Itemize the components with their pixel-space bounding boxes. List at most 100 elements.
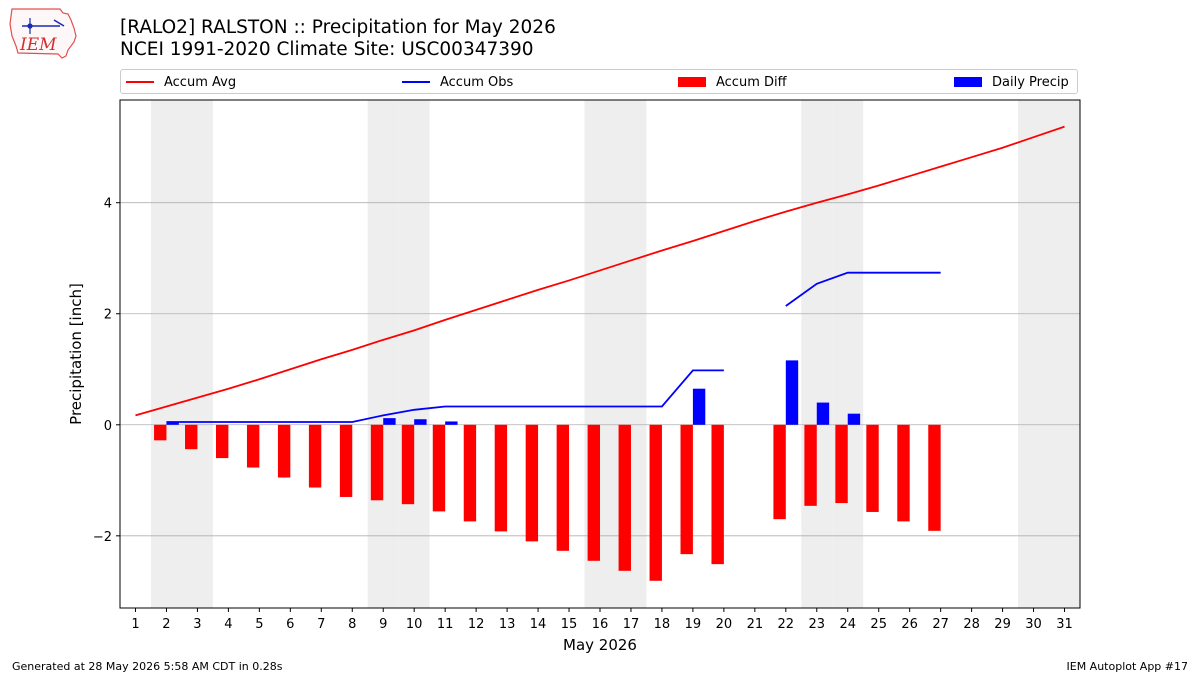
x-tick-label: 27 xyxy=(932,617,949,632)
x-tick-label: 16 xyxy=(592,617,609,632)
accum-diff-bar xyxy=(773,424,786,520)
accum-diff-bar xyxy=(308,424,322,488)
daily-precip-bar xyxy=(785,360,799,425)
y-tick-label: −2 xyxy=(93,530,112,545)
legend-item-accum-avg: Accum Avg xyxy=(126,74,236,90)
accum-diff-bar xyxy=(463,424,477,522)
accum-diff-bar xyxy=(897,424,910,522)
chart-title: [RALO2] RALSTON :: Precipitation for May… xyxy=(120,17,556,61)
y-axis-label: Precipitation [inch] xyxy=(67,283,85,425)
legend-label-accum-diff: Accum Diff xyxy=(716,74,787,90)
weekend-band xyxy=(832,100,864,608)
x-tick-label: 22 xyxy=(778,617,795,632)
legend-item-accum-diff: Accum Diff xyxy=(678,74,787,90)
weekend-band xyxy=(181,100,213,608)
accum-diff-bar xyxy=(649,424,662,581)
accum-obs-line xyxy=(166,369,724,423)
y-tick-label: 4 xyxy=(104,197,112,212)
x-tick-label: 30 xyxy=(1025,617,1042,632)
accum-diff-bar xyxy=(277,424,291,478)
weekend-band xyxy=(398,100,430,608)
accum-avg-line xyxy=(135,125,1065,417)
legend: Accum Avg Accum Obs Accum Diff Daily Pre… xyxy=(120,69,1078,94)
accum-diff-bar xyxy=(587,424,600,561)
accum-diff-bar xyxy=(246,424,260,468)
x-tick-label: 26 xyxy=(901,617,918,632)
x-tick-label: 13 xyxy=(499,617,516,632)
accum-diff-bar xyxy=(185,424,198,450)
accum-diff-bar xyxy=(525,424,539,542)
daily-precip-bar xyxy=(692,388,706,425)
x-tick-label: 7 xyxy=(317,617,325,632)
accum-diff-bar xyxy=(339,424,353,497)
x-tick-label: 4 xyxy=(224,617,232,632)
accum-diff-bar xyxy=(401,424,415,505)
daily-precip-bar xyxy=(445,421,458,425)
x-tick-label: 21 xyxy=(747,617,764,632)
weekend-band xyxy=(150,100,182,608)
x-tick-label: 28 xyxy=(963,617,980,632)
accum-obs-line xyxy=(785,271,941,307)
x-tick-label: 2 xyxy=(162,617,170,632)
x-tick-label: 29 xyxy=(994,617,1011,632)
title-line-1: [RALO2] RALSTON :: Precipitation for May… xyxy=(120,17,556,38)
accum-diff-bar xyxy=(154,424,167,441)
accum-diff-bar xyxy=(711,424,724,565)
daily-precip-swatch xyxy=(954,77,982,87)
title-line-2: NCEI 1991-2020 Climate Site: USC00347390 xyxy=(120,39,534,60)
x-tick-label: 1 xyxy=(131,617,139,632)
x-tick-label: 10 xyxy=(406,617,423,632)
accum-diff-bar xyxy=(370,424,384,501)
accum-diff-bar xyxy=(432,424,446,512)
x-tick-label: 8 xyxy=(348,617,356,632)
footer-app: IEM Autoplot App #17 xyxy=(1066,660,1189,673)
accum-diff-swatch xyxy=(678,77,706,87)
accum-diff-bar xyxy=(680,424,693,555)
daily-precip-bar xyxy=(816,402,830,425)
accum-diff-bar xyxy=(835,424,848,504)
iem-logo: IEM xyxy=(9,8,77,59)
accum-diff-bar xyxy=(216,424,229,459)
x-tick-label: 9 xyxy=(379,617,387,632)
x-axis-label: May 2026 xyxy=(563,636,637,654)
accum-diff-bar xyxy=(928,424,941,531)
x-tick-label: 15 xyxy=(561,617,578,632)
legend-label-accum-avg: Accum Avg xyxy=(164,74,237,90)
weekend-band xyxy=(1049,100,1080,608)
footer-generated: Generated at 28 May 2026 5:58 AM CDT in … xyxy=(12,660,283,673)
logo-text: IEM xyxy=(19,35,57,55)
accum-avg-swatch xyxy=(126,81,154,83)
x-tick-label: 6 xyxy=(286,617,294,632)
legend-item-accum-obs: Accum Obs xyxy=(402,74,513,90)
weekend-band xyxy=(1018,100,1050,608)
daily-precip-bar xyxy=(166,422,179,425)
legend-label-daily-precip: Daily Precip xyxy=(992,74,1069,90)
weekend-band xyxy=(801,100,833,608)
x-tick-label: 24 xyxy=(839,617,856,632)
daily-precip-bar xyxy=(847,413,861,425)
daily-precip-bar xyxy=(414,419,427,425)
x-tick-label: 18 xyxy=(654,617,671,632)
accum-diff-bar xyxy=(556,424,570,551)
accum-diff-bar xyxy=(866,424,879,512)
accum-diff-bar xyxy=(618,424,631,571)
legend-label-accum-obs: Accum Obs xyxy=(440,74,514,90)
x-tick-label: 31 xyxy=(1056,617,1073,632)
legend-item-daily-precip: Daily Precip xyxy=(954,74,1069,90)
x-tick-label: 3 xyxy=(193,617,201,632)
x-tick-label: 19 xyxy=(685,617,702,632)
weekend-band xyxy=(367,100,399,608)
x-tick-label: 14 xyxy=(530,617,547,632)
accum-obs-swatch xyxy=(402,81,430,83)
x-tick-label: 20 xyxy=(716,617,733,632)
accum-diff-bar xyxy=(804,424,817,506)
y-tick-label: 0 xyxy=(104,419,112,434)
daily-precip-bar xyxy=(383,418,396,425)
x-tick-label: 11 xyxy=(437,617,454,632)
x-tick-label: 25 xyxy=(870,617,887,632)
x-tick-label: 5 xyxy=(255,617,263,632)
y-tick-label: 2 xyxy=(104,308,112,323)
accum-diff-bar xyxy=(494,424,508,532)
x-tick-label: 17 xyxy=(623,617,640,632)
